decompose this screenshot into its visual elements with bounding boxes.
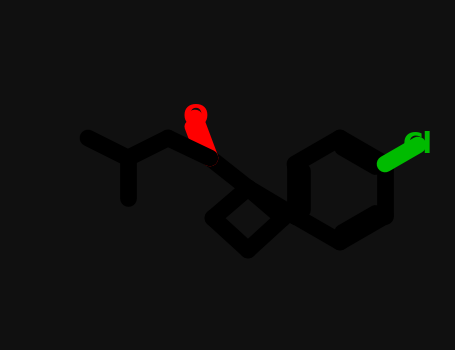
Text: O: O	[182, 104, 208, 133]
Text: Cl: Cl	[403, 131, 433, 159]
